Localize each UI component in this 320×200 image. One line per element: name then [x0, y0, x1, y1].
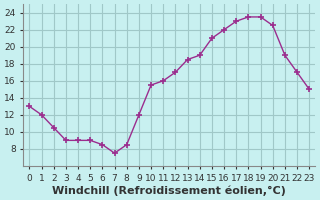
X-axis label: Windchill (Refroidissement éolien,°C): Windchill (Refroidissement éolien,°C) — [52, 185, 286, 196]
